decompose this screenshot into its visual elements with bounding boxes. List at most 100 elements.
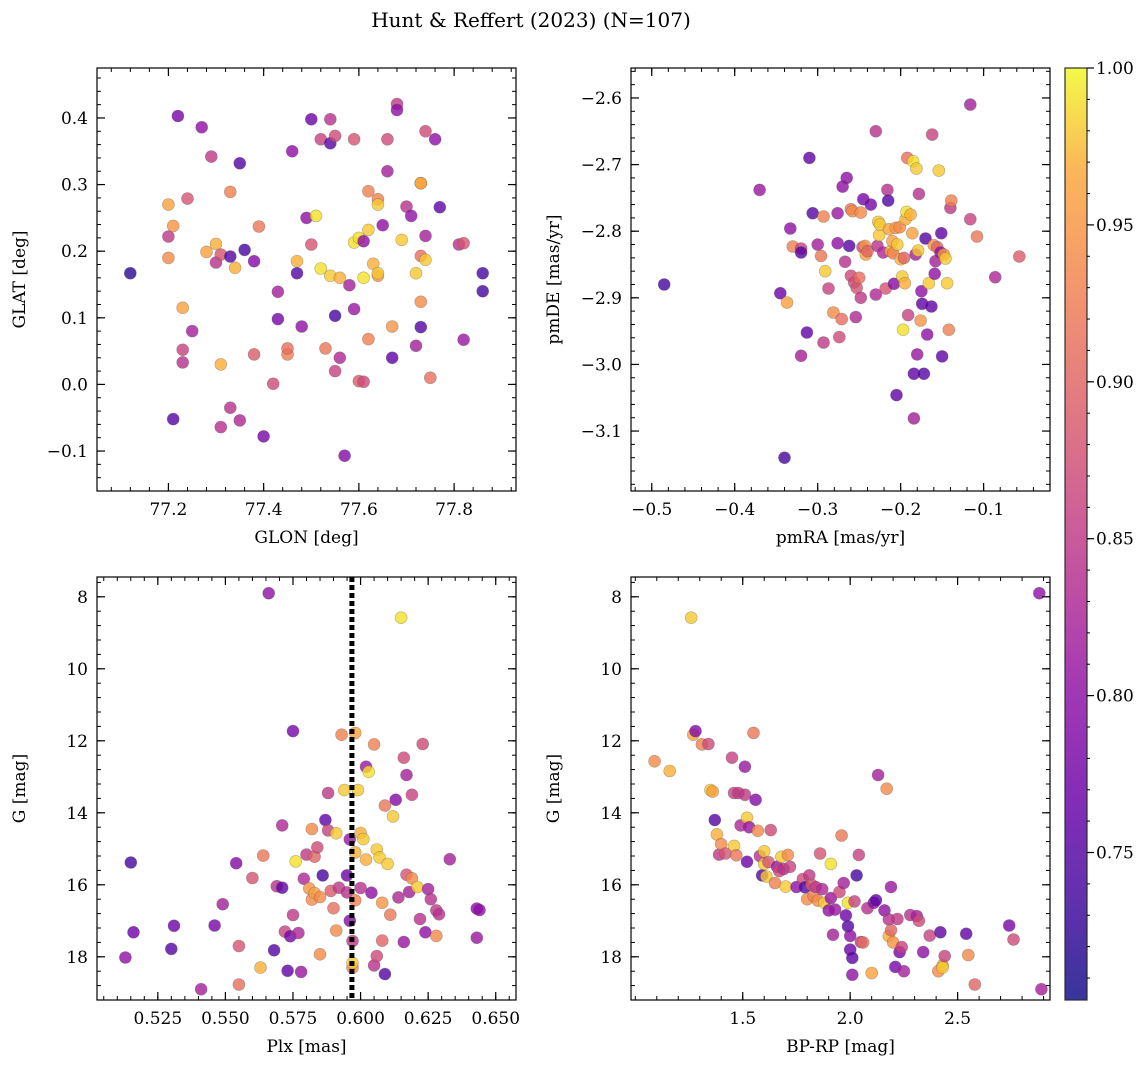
data-point [176,301,189,315]
data-point [806,206,820,220]
data-point [266,377,280,391]
data-point [405,788,419,802]
data-point [912,914,926,928]
data-point [357,234,370,248]
colorbar: 0.75 0.80 0.85 0.90 0.95 1.00 [1064,59,1134,1001]
data-point [850,869,863,882]
data-point [470,931,484,945]
colorbar-tick-label: 1.00 [1096,59,1134,79]
data-point [295,320,309,333]
data-point [354,881,367,895]
data-point [747,726,760,740]
x-tick-label: 1.5 [729,1009,756,1029]
data-point [286,724,300,738]
data-point [333,271,347,285]
data-point [309,209,323,223]
data-point [702,737,715,751]
data-point [848,895,861,908]
data-point [818,264,832,278]
data-point [390,103,404,117]
data-point [356,832,370,846]
x-tick-label: 0.550 [201,1009,250,1029]
data-point [835,829,848,842]
data-point [329,924,343,937]
data-point [815,882,829,896]
data-point [881,183,894,197]
data-point [856,936,870,949]
data-point [338,449,351,463]
data-point [832,330,846,344]
colorbar-tick-label: 0.80 [1096,687,1134,707]
data-point [944,194,958,207]
y-tick-label: 18 [600,948,622,968]
data-point [881,194,895,207]
colorbar-tick-label: 0.95 [1096,216,1134,236]
y-axis-label: pmDE [mas/yr] [544,214,564,344]
data-point [405,871,419,885]
y-tick-label: 0.3 [61,176,88,196]
data-point [884,923,898,937]
axes-frame [96,576,517,1001]
axis-ticks [631,68,1051,491]
data-point [657,278,671,291]
scatter-points [119,586,486,996]
data-point [1012,250,1026,263]
data-point [779,880,793,893]
data-point [925,300,938,313]
axes-frame [630,576,1051,1001]
data-point [214,358,228,371]
data-point [357,271,370,285]
data-point [457,333,470,347]
y-axis-label: G [mag] [544,754,564,823]
panel-plx-g: 0.525 0.550 0.575 0.600 0.625 0.650 8 10 12 14 16 1… [10,576,520,1057]
data-point [335,728,348,742]
x-tick-label: 77.2 [149,500,187,520]
data-point [890,238,904,251]
data-point [831,206,844,220]
data-point [400,768,413,782]
data-point [404,209,418,223]
data-point [247,348,261,361]
data-point [849,310,863,324]
data-point [389,793,403,807]
data-point [409,266,423,280]
panel-bprp-g: 1.5 2.0 2.5 8 10 12 14 16 18 BP-RP [mag] G [mag] [544,576,1051,1057]
data-point [328,364,342,378]
x-axis-label: GLON [deg] [254,528,358,548]
data-point [895,940,909,954]
data-point [367,738,381,751]
y-tick-label: 8 [611,588,622,608]
data-point [843,929,857,943]
data-point [267,943,281,957]
data-point [162,198,175,211]
data-point [229,856,243,870]
data-point [162,251,175,265]
data-point [228,261,242,275]
data-point [416,737,430,751]
data-point [262,586,276,600]
data-point [290,266,304,280]
data-point [319,342,332,355]
data-point [413,912,427,926]
data-point [256,849,270,862]
data-point [381,857,394,871]
data-point [397,935,411,949]
data-point [861,244,874,258]
data-point [305,822,319,836]
data-point [232,939,246,953]
data-point [884,880,898,894]
y-tick-label: −2.8 [581,222,622,242]
y-tick-label: 0.2 [61,242,88,262]
data-point [375,934,389,947]
data-point [865,966,879,980]
data-point [316,869,330,882]
data-point [347,302,361,316]
data-point [845,968,859,982]
x-tick-label: 77.4 [245,500,283,520]
data-point [343,278,356,292]
x-tick-label: 77.8 [435,500,473,520]
data-point [942,323,956,337]
data-point [920,328,934,341]
axes-frame [96,67,517,492]
